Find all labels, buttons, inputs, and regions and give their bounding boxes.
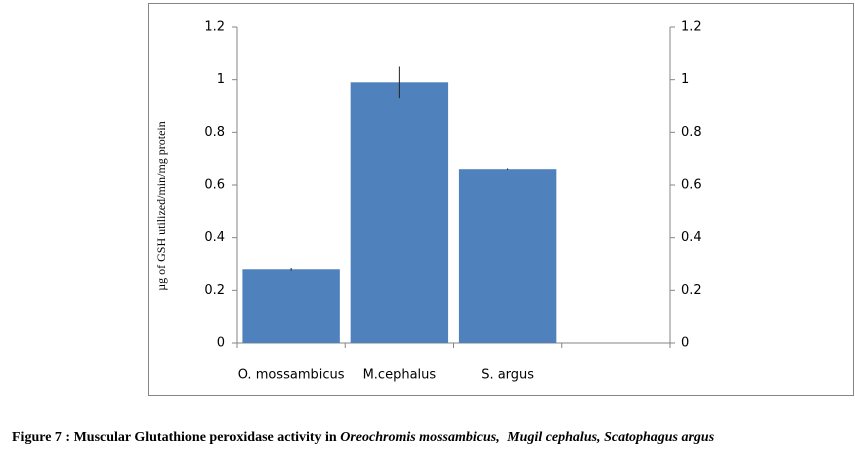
y-tick-label: 0.2: [204, 283, 225, 298]
y2-tick-label: 0.6: [681, 178, 702, 193]
bar: [350, 82, 449, 344]
bar: [242, 269, 340, 343]
x-tick-label: S. argus: [481, 368, 534, 383]
x-tick-label: M.cephalus: [363, 368, 437, 383]
y-tick-label: 0.4: [204, 230, 225, 245]
caption-species: Mugil cephalus,: [506, 430, 600, 445]
y2-tick-label: 0: [681, 336, 689, 351]
caption-species: Scatophagus argus: [604, 430, 715, 445]
y2-tick-label: 0.4: [681, 230, 702, 245]
y-tick-label: 1: [217, 72, 225, 87]
x-tick-label: O. mossambicus: [238, 368, 345, 383]
y-tick-label: 1.2: [204, 20, 225, 35]
y2-tick-label: 1.2: [681, 20, 702, 35]
y-axis-label: µg of GSH utilized/min/mg protein: [154, 121, 168, 291]
y2-tick-label: 0.8: [681, 125, 702, 140]
y-tick-label: 0.6: [204, 178, 225, 193]
y2-tick-label: 1: [681, 72, 689, 87]
bar: [458, 169, 557, 343]
caption: Figure 7 : Muscular Glutathione peroxida…: [12, 430, 715, 445]
y2-tick-label: 0.2: [681, 283, 702, 298]
caption-species: Oreochromis mossambicus,: [340, 430, 499, 445]
caption-text: Figure 7 : Muscular Glutathione peroxida…: [12, 430, 337, 445]
chart-frame: [148, 3, 854, 396]
y-tick-label: 0.8: [204, 125, 225, 140]
y-tick-label: 0: [217, 336, 225, 351]
